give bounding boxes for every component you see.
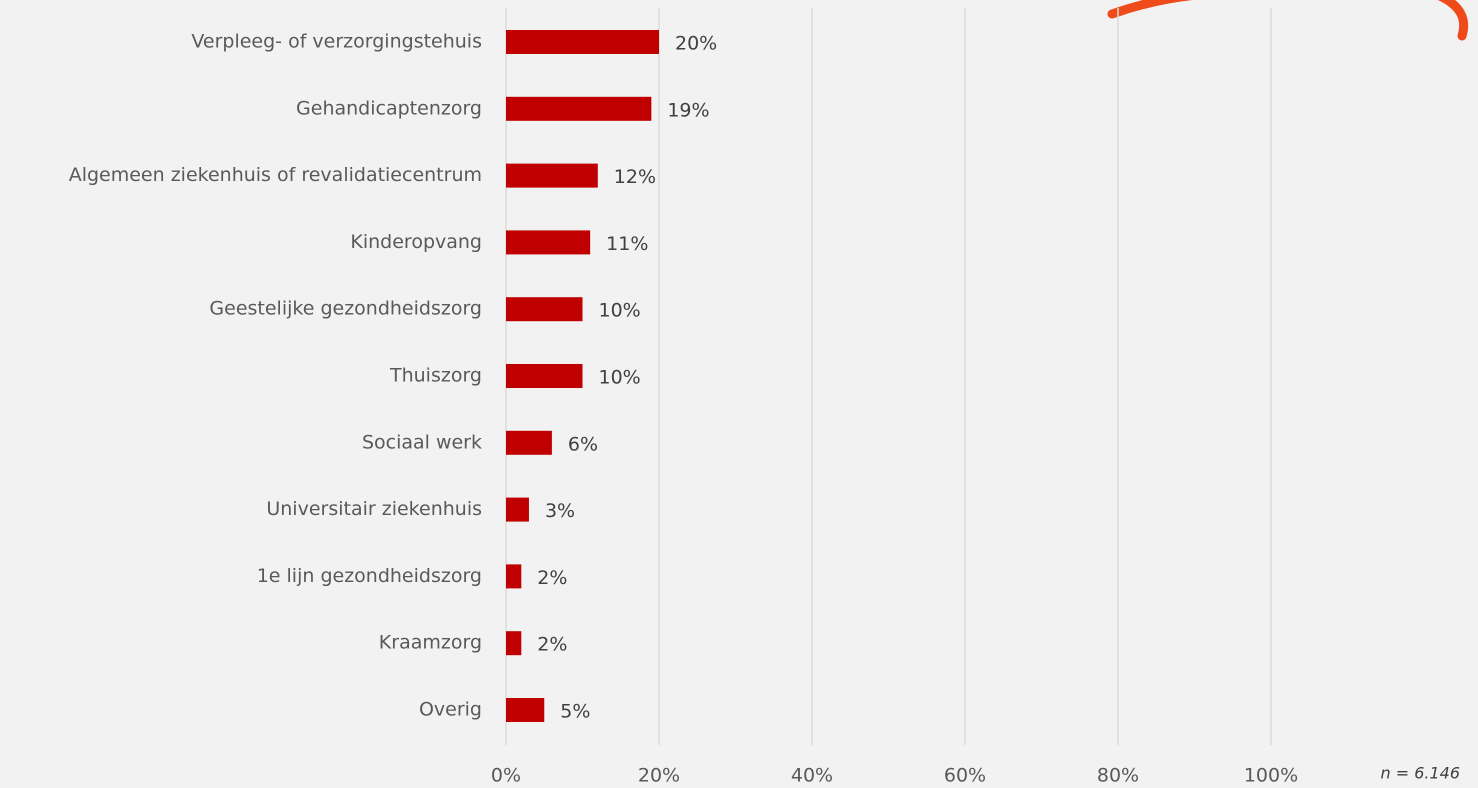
bar (506, 230, 591, 255)
bar (506, 430, 552, 455)
bar (506, 297, 583, 322)
category-label: Algemeen ziekenhuis of revalidatiecentru… (69, 164, 482, 186)
value-label: 10% (599, 300, 641, 322)
category-label: Kraamzorg (379, 632, 482, 654)
value-label: 19% (667, 99, 709, 121)
value-label: 3% (545, 500, 575, 522)
value-label: 5% (560, 701, 590, 723)
annotation: n = 6.146 (1380, 764, 1460, 783)
category-label: Universitair ziekenhuis (266, 498, 482, 520)
category-label: Geestelijke gezondheidszorg (209, 298, 482, 320)
bar (506, 564, 522, 589)
x-tick-label: 0% (491, 765, 521, 787)
category-label: Thuiszorg (389, 365, 482, 387)
bar (506, 163, 598, 188)
category-label: Kinderopvang (350, 231, 482, 253)
bar (506, 631, 522, 656)
x-tick-label: 40% (791, 765, 833, 787)
category-label: Gehandicaptenzorg (296, 97, 482, 119)
bar (506, 497, 529, 522)
category-label: 1e lijn gezondheidszorg (257, 565, 482, 587)
x-tick-label: 100% (1244, 765, 1298, 787)
value-label: 10% (599, 367, 641, 389)
bar (506, 698, 545, 722)
bar (506, 96, 652, 121)
value-label: 2% (537, 634, 567, 656)
decoration (1437, 0, 1469, 41)
category-label: Overig (419, 699, 482, 721)
x-tick-label: 80% (1097, 765, 1139, 787)
value-label: 20% (675, 33, 717, 55)
value-label: 6% (568, 433, 598, 455)
value-label: 11% (606, 233, 648, 255)
x-tick-label: 20% (638, 765, 680, 787)
bar (506, 364, 583, 388)
decoration (1107, 0, 1193, 19)
category-label: Sociaal werk (362, 431, 482, 453)
x-tick-label: 60% (944, 765, 986, 787)
bar (506, 30, 659, 54)
category-label: Verpleeg- of verzorgingstehuis (191, 31, 482, 53)
value-label: 2% (537, 567, 567, 589)
value-label: 12% (614, 166, 656, 188)
